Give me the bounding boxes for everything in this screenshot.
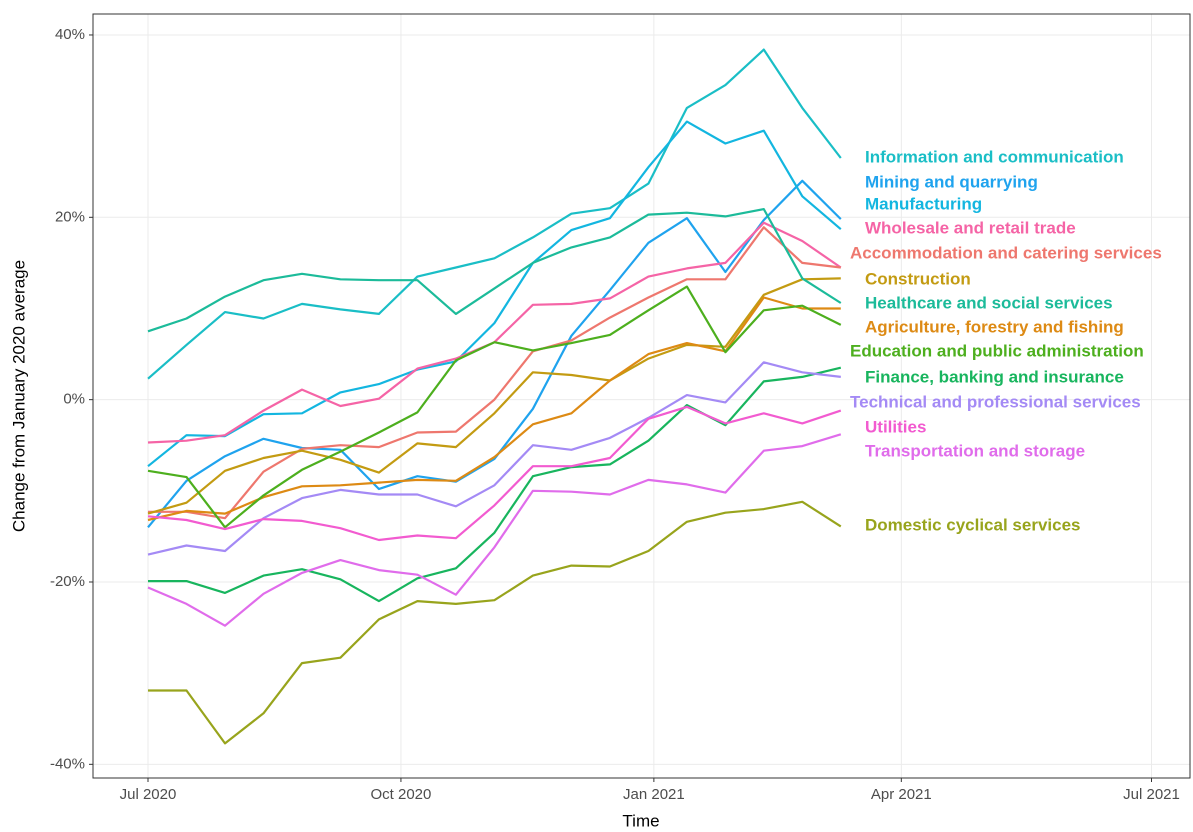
series-line [147,285,842,529]
series-label: Agriculture, forestry and fishing [865,317,1124,336]
x-axis-title: Time [622,811,659,830]
x-tick-label: Oct 2020 [370,786,431,803]
series-label: Finance, banking and insurance [865,367,1124,386]
series-label: Healthcare and social services [865,293,1113,312]
panel-border [92,13,1191,779]
series-line [147,48,842,380]
y-tick-label: 40% [55,26,85,43]
series-label: Wholesale and retail trade [865,218,1076,237]
y-tick-label: -20% [50,573,85,590]
y-axis-title: Change from January 2020 average [9,260,28,532]
axes: -40% -20% 0% 20% 40% Jul 2020 Oct 2020 Jan 2021… [50,26,1180,803]
series-line [147,405,842,542]
y-tick-label: -40% [50,755,85,772]
x-tick-label: Apr 2021 [871,786,932,803]
series-label: Domestic cyclical services [865,515,1080,534]
series-label: Manufacturing [865,194,982,213]
plot-panel [93,14,1190,778]
series-line [147,179,842,529]
series-label: Construction [865,269,971,288]
grid [93,14,1190,778]
series-label: Accommodation and catering services [850,243,1162,262]
x-tick-label: Jul 2020 [120,786,177,803]
series-line [148,500,842,745]
series-line [147,433,842,627]
series-line [147,208,842,333]
series-line [148,366,842,603]
series-label: Transportation and storage [865,441,1085,460]
x-tick-label: Jul 2021 [1123,786,1180,803]
series-line [147,277,841,515]
series-line [148,226,841,520]
series-label: Information and communication [865,147,1124,166]
series-label: Education and public administration [850,341,1144,360]
series-label: Mining and quarrying [865,172,1038,191]
lines [147,48,842,745]
series-line [147,120,842,468]
series-label: Utilities [865,417,926,436]
y-tick-label: 0% [63,391,85,408]
series-label: Technical and professional services [850,392,1141,411]
x-tick-label: Jan 2021 [623,786,685,803]
y-tick-label: 20% [55,208,85,225]
